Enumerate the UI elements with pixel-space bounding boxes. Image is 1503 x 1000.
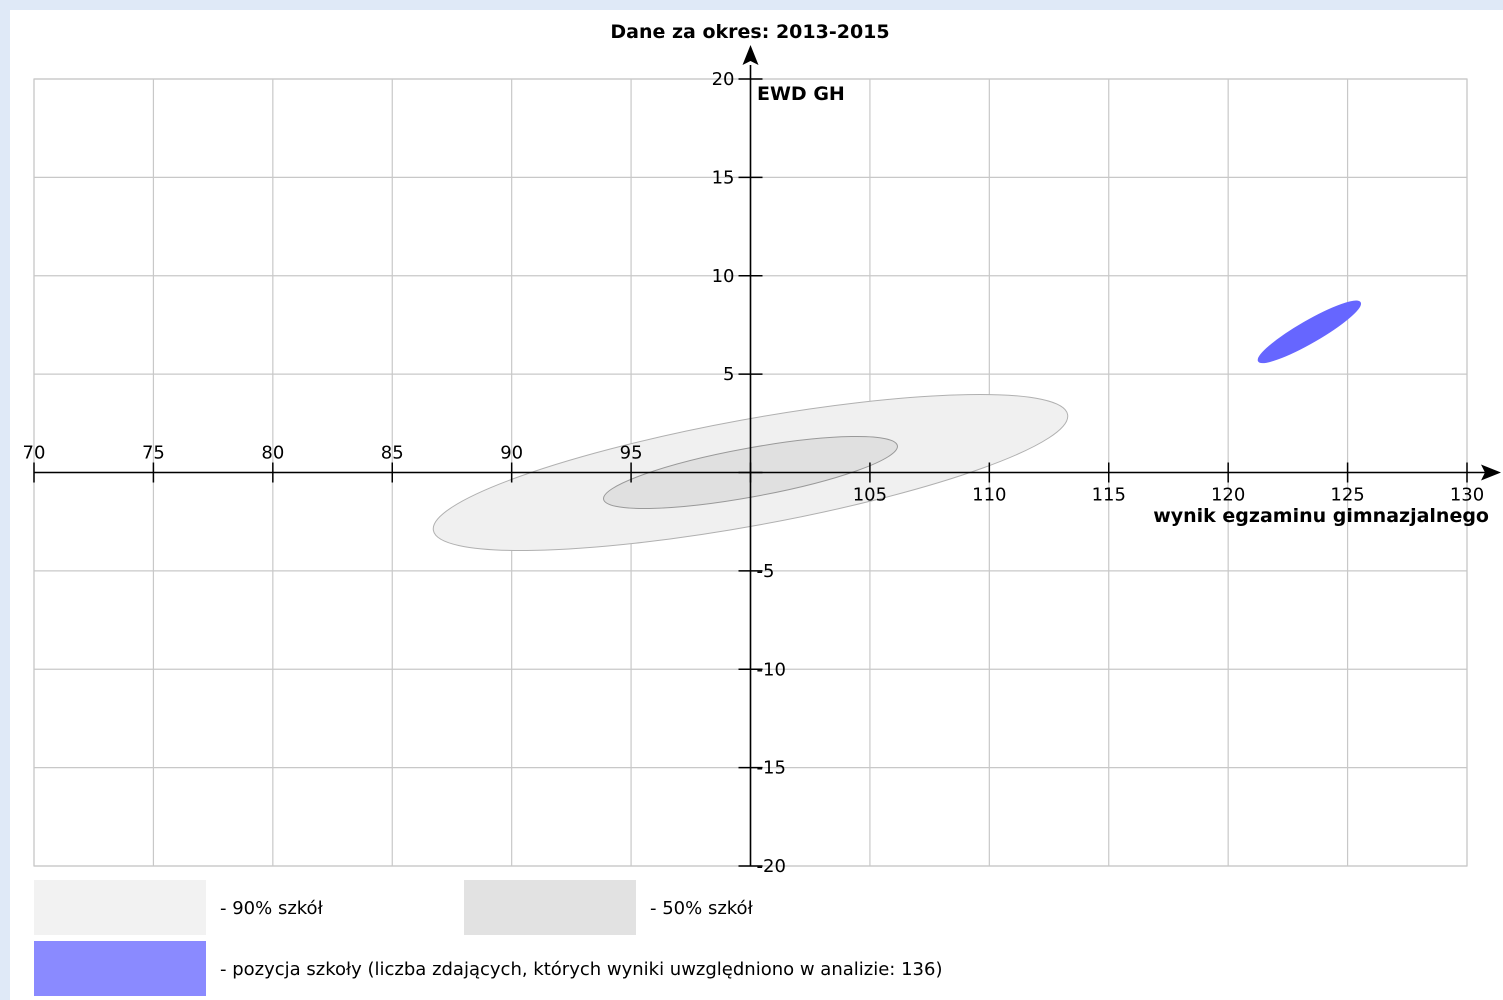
y-tick-label: -10 (757, 659, 786, 680)
y-tick-label: -5 (757, 561, 775, 582)
legend-label: - pozycja szkoły (liczba zdających, któr… (220, 959, 942, 980)
x-tick-label: 95 (620, 443, 643, 464)
y-tick-label: -15 (757, 758, 786, 779)
y-axis-arrow (742, 45, 759, 65)
x-tick-label: 70 (23, 443, 46, 464)
y-tick-label: 10 (712, 266, 735, 287)
x-tick-label: 90 (500, 443, 523, 464)
legend: - 90% szkół - 50% szkół - pozycja szkoły (… (34, 880, 942, 996)
legend-label: - 90% szkół (220, 898, 324, 919)
chart-title: Dane za okres: 2013-2015 (610, 21, 889, 43)
x-tick-label: 80 (261, 443, 284, 464)
x-tick-label: 110 (972, 485, 1006, 506)
y-tick-label: -20 (757, 856, 786, 877)
legend-swatch (34, 941, 206, 996)
chart-container: Dane za okres: 2013-2015 70 75 80 85 90 95 105… (10, 10, 1503, 1000)
x-tick-label: 85 (381, 443, 404, 464)
legend-label: - 50% szkół (650, 898, 754, 919)
y-tick-label: 5 (723, 364, 734, 385)
school-position (1257, 300, 1362, 364)
x-tick-label: 115 (1092, 485, 1126, 506)
x-tick-label: 75 (142, 443, 165, 464)
x-tick-label: 130 (1450, 485, 1484, 506)
y-axis-title: EWD GH (757, 83, 845, 105)
ewd-chart: Dane za okres: 2013-2015 70 75 80 85 90 95105… (10, 10, 1503, 1000)
y-tick-label: 20 (712, 69, 735, 90)
x-tick-label: 105 (853, 485, 887, 506)
legend-swatch (34, 880, 206, 935)
x-tick-label: 125 (1330, 485, 1364, 506)
x-tick-label: 120 (1211, 485, 1245, 506)
legend-swatch (464, 880, 636, 935)
x-axis-title: wynik egzaminu gimnazjalnego (1153, 505, 1489, 527)
x-axis-arrow (1481, 464, 1501, 481)
y-tick-label: 15 (712, 167, 735, 188)
